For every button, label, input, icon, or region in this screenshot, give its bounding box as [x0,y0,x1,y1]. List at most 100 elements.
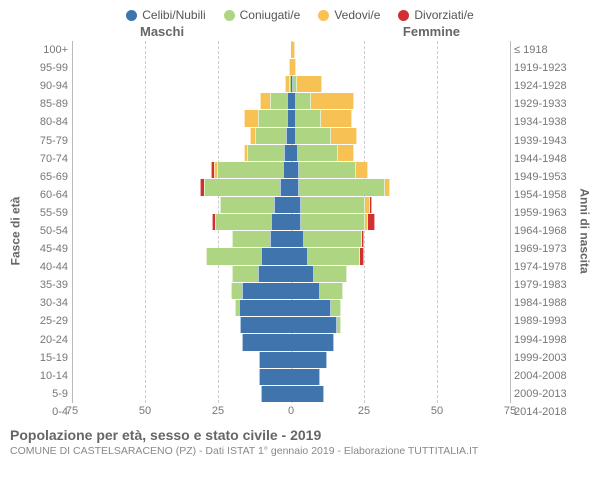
bar-male [72,162,291,178]
age-label: 85-89 [24,98,68,110]
yaxis-birth: ≤ 19181919-19231924-19281929-19331934-19… [510,41,576,421]
seg-div [362,231,364,247]
bar-female [291,110,510,126]
bar-female [291,162,510,178]
birth-label: 2014-2018 [514,406,576,418]
seg-con [247,145,284,161]
legend-dot-icon [224,10,235,21]
seg-cel [259,352,291,368]
bar-female [291,214,510,230]
pyramid-row [72,179,510,196]
plot-area: 7550250255075 [72,41,510,421]
age-label: 45-49 [24,243,68,255]
pyramid-row [72,93,510,110]
seg-con [296,93,310,109]
legend-item: Divorziati/e [398,8,473,22]
age-label: 55-59 [24,207,68,219]
seg-ved [260,93,270,109]
seg-ved [338,145,354,161]
bar-female [291,352,510,368]
seg-ved [244,110,258,126]
bar-female [291,179,510,195]
legend-item: Vedovi/e [318,8,380,22]
bar-male [72,214,291,230]
seg-div [368,214,375,230]
seg-cel [291,179,299,195]
seg-cel [291,162,299,178]
age-label: 5-9 [24,388,68,400]
seg-cel [291,145,298,161]
seg-cel [291,283,320,299]
seg-con [220,197,274,213]
age-label: 100+ [24,44,68,56]
xaxis: 7550250255075 [72,405,510,421]
seg-cel [291,352,327,368]
seg-ved [385,179,390,195]
birth-label: 1934-1938 [514,116,576,128]
age-label: 15-19 [24,352,68,364]
bar-female [291,334,510,350]
seg-cel [274,197,291,213]
birth-label: 1954-1958 [514,189,576,201]
pyramid-row [72,162,510,179]
bar-female [291,317,510,333]
bar-male [72,76,291,92]
seg-cel [291,334,334,350]
pyramid-row [72,265,510,282]
seg-con [232,231,269,247]
birth-label: 1949-1953 [514,171,576,183]
age-label: 35-39 [24,279,68,291]
seg-cel [291,266,314,282]
seg-cel [270,231,291,247]
birth-label: 1919-1923 [514,62,576,74]
seg-cel [280,179,291,195]
seg-con [231,283,242,299]
bar-male [72,59,291,75]
seg-ved [297,76,321,92]
age-label: 70-74 [24,153,68,165]
seg-cel [291,231,304,247]
bars [72,41,510,403]
birth-label: 1929-1933 [514,98,576,110]
bar-male [72,128,291,144]
bar-female [291,386,510,402]
xtick-label: 50 [139,405,151,417]
birth-label: 1959-1963 [514,207,576,219]
yaxis-age: 100+95-9990-9485-8980-8475-7970-7465-696… [24,41,72,421]
seg-ved [291,59,296,75]
seg-con [299,179,385,195]
pyramid-row [72,368,510,385]
bar-female [291,231,510,247]
seg-con [320,283,343,299]
pyramid-row [72,317,510,334]
chart-subtitle: COMUNE DI CASTELSARACENO (PZ) - Dati IST… [10,445,590,457]
bar-male [72,231,291,247]
legend: Celibi/NubiliConiugati/eVedovi/eDivorzia… [0,0,600,24]
birth-label: 2009-2013 [514,388,576,400]
seg-con [299,162,355,178]
seg-con [298,145,338,161]
chart: Fasce di età 100+95-9990-9485-8980-8475-… [0,41,600,421]
pyramid-row [72,231,510,248]
seg-ved [356,162,369,178]
birth-label: 1999-2003 [514,352,576,364]
label-femmine: Femmine [403,24,460,39]
seg-con [206,248,261,264]
bar-female [291,76,510,92]
bar-male [72,334,291,350]
seg-div [360,248,364,264]
age-label: 60-64 [24,189,68,201]
yaxis-title-left: Fasce di età [6,41,24,421]
seg-con [337,317,341,333]
seg-con [258,110,287,126]
pyramid-row [72,110,510,127]
seg-cel [291,369,320,385]
age-label: 75-79 [24,135,68,147]
seg-con [232,266,258,282]
pyramid-row [72,127,510,144]
seg-cel [239,300,291,316]
bar-male [72,266,291,282]
seg-con [255,128,285,144]
seg-cel [291,317,337,333]
seg-cel [240,317,291,333]
